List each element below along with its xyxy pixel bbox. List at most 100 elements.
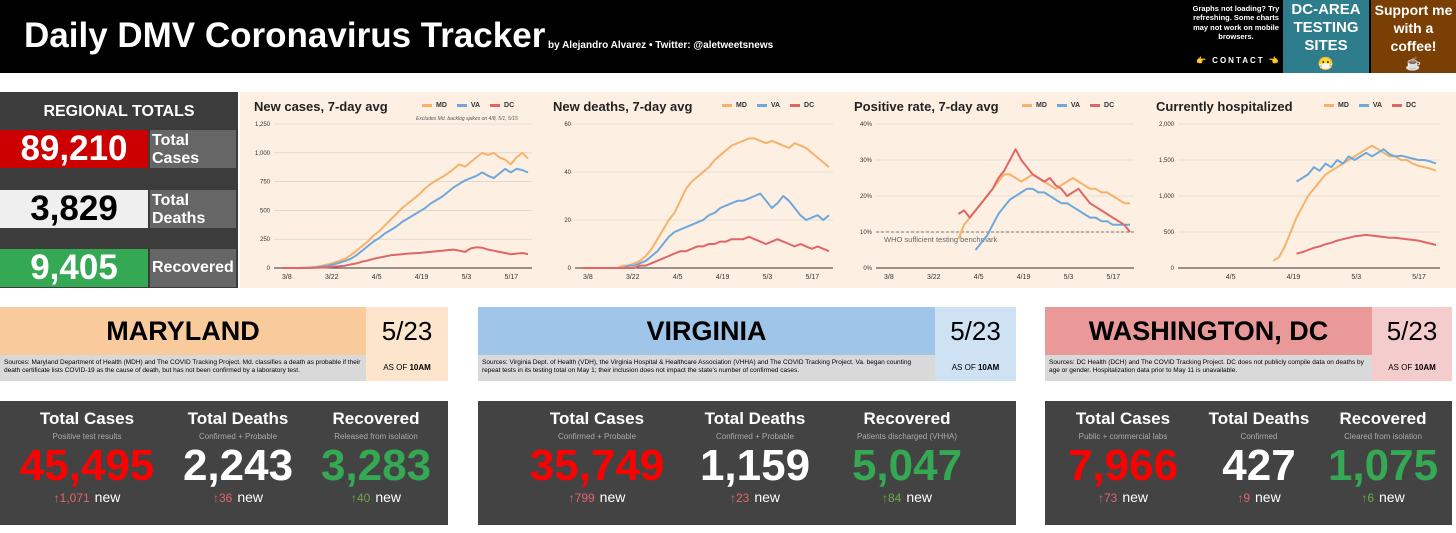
coffee-icon: ☕ xyxy=(1405,56,1422,71)
chart-hospitalized: 0 500 1,000 1,500 2,000 4/5 4/19 5/3 5/17 xyxy=(1159,122,1440,281)
stat-value: 1,075 xyxy=(1327,441,1439,490)
chart-legend-hospitalized: MD VA DC xyxy=(1324,102,1424,109)
regional-recovered-label: Recovered xyxy=(150,249,236,287)
y-tick-label: 750 xyxy=(260,180,271,186)
stat-new-word: new xyxy=(237,489,264,505)
x-tick-label: 5/17 xyxy=(806,274,820,281)
va-cases-stat: Total Cases Confirmed + Probable 35,749 … xyxy=(522,409,672,505)
byline: by Alejandro Alvarez • Twitter: @aletwee… xyxy=(548,40,774,51)
stat-label: Recovered xyxy=(332,409,420,428)
stat-new-count: ↑23 xyxy=(729,491,750,505)
x-tick-label: 4/5 xyxy=(1226,274,1236,281)
mask-face-icon: 😷 xyxy=(1317,56,1335,71)
state-asof-virginia: AS OF 10AM xyxy=(935,355,1016,381)
asof-prefix: AS OF xyxy=(1388,363,1413,372)
x-tick-label: 5/17 xyxy=(505,274,519,281)
stat-new-count: ↑84 xyxy=(881,491,902,505)
state-name-maryland: MARYLAND xyxy=(0,307,366,355)
series-line-dc xyxy=(583,235,830,269)
asof-prefix: AS OF xyxy=(951,363,976,372)
coffee-button[interactable]: Support me with a coffee! ☕ xyxy=(1371,0,1456,73)
testing-sites-button[interactable]: DC-AREA TESTING SITES 😷 xyxy=(1283,0,1369,73)
stat-value: 1,159 xyxy=(699,441,811,490)
y-tick-label: 500 xyxy=(260,208,271,214)
stat-new: ↑799 new xyxy=(522,489,672,505)
stat-label: Total Deaths xyxy=(1208,409,1310,428)
y-tick-label: 0% xyxy=(863,266,872,272)
x-tick-label: 3/22 xyxy=(626,274,640,281)
chart-title-positive: Positive rate, 7-day avg xyxy=(854,99,999,114)
state-asof-maryland: AS OF 10AM xyxy=(366,355,448,381)
y-tick-label: 30% xyxy=(860,158,873,164)
stats-panel-maryland xyxy=(0,401,448,525)
stat-label: Total Deaths xyxy=(704,409,806,428)
stat-new-word: new xyxy=(754,489,781,505)
series-line-dc xyxy=(957,148,1131,233)
stat-new-word: new xyxy=(94,489,121,505)
legend-dc: DC xyxy=(804,102,815,109)
asof-prefix: AS OF xyxy=(383,363,408,372)
state-name-dc: WASHINGTON, DC xyxy=(1045,307,1372,355)
x-tick-label: 3/8 xyxy=(282,274,292,281)
chart-title-cases: New cases, 7-day avg xyxy=(254,99,388,114)
stat-new-count: ↑6 xyxy=(1361,491,1374,505)
stat-sublabel: Confirmed + Probable xyxy=(715,432,795,441)
stat-new-count: ↑799 xyxy=(568,491,595,505)
y-tick-label: 20 xyxy=(564,218,571,224)
chart-new-cases: 0 250 500 750 1,000 1,250 3/8 3/22 4/5 4/19 5/3 5/1… xyxy=(255,122,532,281)
stat-new: ↑1,071 new xyxy=(12,489,162,505)
dc-cases-stat: Total Cases Public + commercial labs 7,9… xyxy=(1052,409,1194,505)
stat-label: Recovered xyxy=(1339,409,1427,428)
chart-legend-positive: MD VA DC xyxy=(1022,102,1122,109)
chart-legend-cases: MD VA DC xyxy=(422,102,522,109)
stat-sublabel: Confirmed + Probable xyxy=(198,432,278,441)
stat-label: Total Cases xyxy=(1075,409,1171,428)
regional-deaths-label: Total Deaths xyxy=(150,190,236,228)
y-tick-label: 20% xyxy=(860,194,873,200)
stat-new: ↑73 new xyxy=(1052,489,1194,505)
stat-new-word: new xyxy=(375,489,402,505)
x-tick-label: 4/5 xyxy=(974,274,984,281)
chart-new-deaths: 0 20 40 60 3/8 3/22 4/5 4/19 5/3 5/17 xyxy=(564,122,833,281)
stat-new: ↑84 new xyxy=(832,489,982,505)
x-tick-label: 5/3 xyxy=(1351,274,1361,281)
stat-new-count: ↑1,071 xyxy=(53,491,90,505)
legend-dc: DC xyxy=(1406,102,1417,109)
asof-time: 10AM xyxy=(977,363,1000,372)
x-tick-label: 4/5 xyxy=(372,274,382,281)
asof-time: 10AM xyxy=(409,363,431,372)
stat-label: Total Cases xyxy=(39,409,135,428)
stat-new: ↑23 new xyxy=(680,489,830,505)
legend-va: VA xyxy=(770,102,781,109)
x-tick-label: 3/22 xyxy=(325,274,339,281)
y-tick-label: 40 xyxy=(564,170,571,176)
y-tick-label: 10% xyxy=(860,230,873,236)
legend-va: VA xyxy=(1070,102,1081,109)
x-tick-label: 5/3 xyxy=(462,274,472,281)
stats-panel-virginia xyxy=(478,401,1016,525)
chart-title-hospitalized: Currently hospitalized xyxy=(1156,99,1293,114)
contact-link[interactable]: 👉 CONTACT 👈 xyxy=(1196,56,1281,65)
y-tick-label: 1,000 xyxy=(1159,194,1175,200)
y-tick-label: 0 xyxy=(568,266,572,272)
y-tick-label: 500 xyxy=(1164,230,1175,236)
stat-new-count: ↑9 xyxy=(1237,491,1250,505)
asof-time: 10AM xyxy=(1414,363,1436,372)
y-tick-label: 0 xyxy=(1171,266,1175,272)
stat-sublabel: Positive test results xyxy=(52,432,122,441)
chart-note-cases: Excludes Md. backlog spikes on 4/8, 5/1,… xyxy=(416,116,518,122)
series-line-md xyxy=(1272,144,1437,262)
legend-md: MD xyxy=(736,102,747,109)
chart-legend-deaths: MD VA DC xyxy=(722,102,822,109)
legend-va: VA xyxy=(470,102,481,109)
state-asof-dc: AS OF 10AM xyxy=(1372,355,1452,381)
x-tick-label: 4/19 xyxy=(1017,274,1031,281)
stat-sublabel: Released from isolation xyxy=(334,432,418,441)
regional-totals-title: REGIONAL TOTALS xyxy=(43,103,195,120)
regional-cases-label: Total Cases xyxy=(150,130,236,168)
va-recovered-stat: Recovered Patients discharged (VHHA) 5,0… xyxy=(832,409,982,505)
chart-title-deaths: New deaths, 7-day avg xyxy=(553,99,693,114)
page-title: Daily DMV Coronavirus Tracker xyxy=(24,16,546,55)
x-tick-label: 3/22 xyxy=(927,274,941,281)
chart-positive-rate: 0% 10% 20% 30% 40% 3/8 3/22 4/5 4/19 5/3 5/17 WHO s… xyxy=(860,122,1134,281)
